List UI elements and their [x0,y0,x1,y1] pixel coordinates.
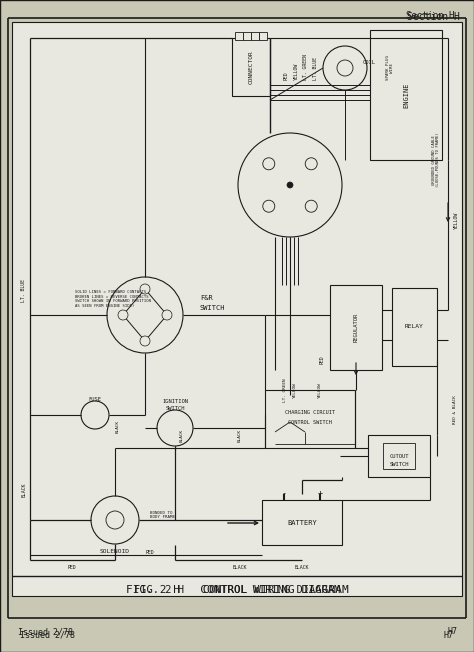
Text: -: - [282,489,286,498]
Text: RED & BLACK: RED & BLACK [453,396,457,424]
Text: CUTOUT: CUTOUT [389,454,409,458]
Text: SOLENOID: SOLENOID [100,549,130,554]
Text: H7: H7 [448,627,458,636]
Circle shape [337,60,353,76]
Text: Section H: Section H [406,10,454,20]
Bar [265,390,355,448]
Text: BLACK: BLACK [238,428,242,441]
Bar [262,500,342,545]
Circle shape [162,310,172,320]
Circle shape [140,284,150,294]
Text: RED: RED [320,356,325,364]
Text: BLACK: BLACK [21,483,27,497]
Circle shape [263,158,275,170]
Text: RED: RED [146,550,155,555]
Text: ENGINE: ENGINE [403,82,409,108]
Circle shape [140,336,150,346]
Text: BLACK: BLACK [233,565,247,570]
Circle shape [107,277,183,353]
Text: CONTROL SWITCH: CONTROL SWITCH [288,419,332,424]
Text: SPARK PLUG
WIRE: SPARK PLUG WIRE [386,55,394,80]
Bar [235,32,243,40]
Text: BLACK: BLACK [180,428,184,441]
Bar [392,288,437,366]
Text: BATTERY: BATTERY [287,520,317,526]
Circle shape [287,182,293,188]
Text: Issued 2/78: Issued 2/78 [20,630,75,640]
Text: COIL: COIL [363,59,376,65]
Circle shape [238,133,342,237]
Text: CONNECTOR: CONNECTOR [248,50,254,84]
Circle shape [81,401,109,429]
Circle shape [305,158,317,170]
Text: +: + [318,489,322,498]
Circle shape [305,200,317,212]
Text: SWITCH: SWITCH [165,406,185,411]
Text: YELLOW: YELLOW [318,382,322,398]
Text: GROUNDED GROUND CABLE
(LOOSE,POUNDS TO FRAME): GROUNDED GROUND CABLE (LOOSE,POUNDS TO F… [432,133,440,187]
Text: BLACK: BLACK [295,565,309,570]
Text: YELLOW: YELLOW [293,63,299,80]
Text: CHARGING CIRCUIT: CHARGING CIRCUIT [285,409,335,415]
Text: RELAY: RELAY [405,325,423,329]
Text: IGNITION: IGNITION [162,399,188,404]
Text: FIG. 2 H   CONTROL WIRING DIAGRAM: FIG. 2 H CONTROL WIRING DIAGRAM [126,585,348,595]
Bar [383,443,415,469]
Text: Section H: Section H [407,12,460,22]
Text: RED: RED [68,565,76,570]
Bar [259,32,267,40]
Bar [370,30,442,160]
Bar [12,22,462,596]
Text: SWITCH: SWITCH [389,462,409,467]
Text: LT. GREEN: LT. GREEN [303,54,309,80]
Text: LT. GREEN: LT. GREEN [283,378,287,402]
Text: REGULATOR: REGULATOR [354,312,358,342]
Text: FUSE: FUSE [89,397,101,402]
Circle shape [323,46,367,90]
Text: F&R: F&R [200,295,213,301]
Text: Issued 2/78: Issued 2/78 [18,627,73,636]
Circle shape [91,496,139,544]
Text: SWITCH: SWITCH [200,305,226,311]
Text: BLACK: BLACK [116,420,120,433]
Text: H7: H7 [444,630,454,640]
Bar [368,435,430,477]
Text: YELLOW: YELLOW [454,211,458,229]
Text: SOLID LINES = FORWARD CONTACTS
BROKEN LINES = REVERSE CONTACTS
SWITCH SHOWN IN F: SOLID LINES = FORWARD CONTACTS BROKEN LI… [75,290,151,308]
Text: BONDED TO
BODY FRAME: BONDED TO BODY FRAME [150,511,175,519]
Circle shape [106,511,124,529]
Circle shape [157,410,193,446]
Text: RED: RED [283,71,289,80]
Text: YELLOW: YELLOW [293,382,297,398]
Bar [232,38,270,96]
Bar [251,32,259,40]
Circle shape [263,200,275,212]
Bar [330,285,382,370]
Text: FIG. 2 H   CONTROL WIRING DIAGRAM: FIG. 2 H CONTROL WIRING DIAGRAM [134,585,340,595]
Text: LT. BLUE: LT. BLUE [21,278,27,301]
Text: LT. BLUE: LT. BLUE [313,57,319,80]
Bar [243,32,251,40]
Circle shape [118,310,128,320]
